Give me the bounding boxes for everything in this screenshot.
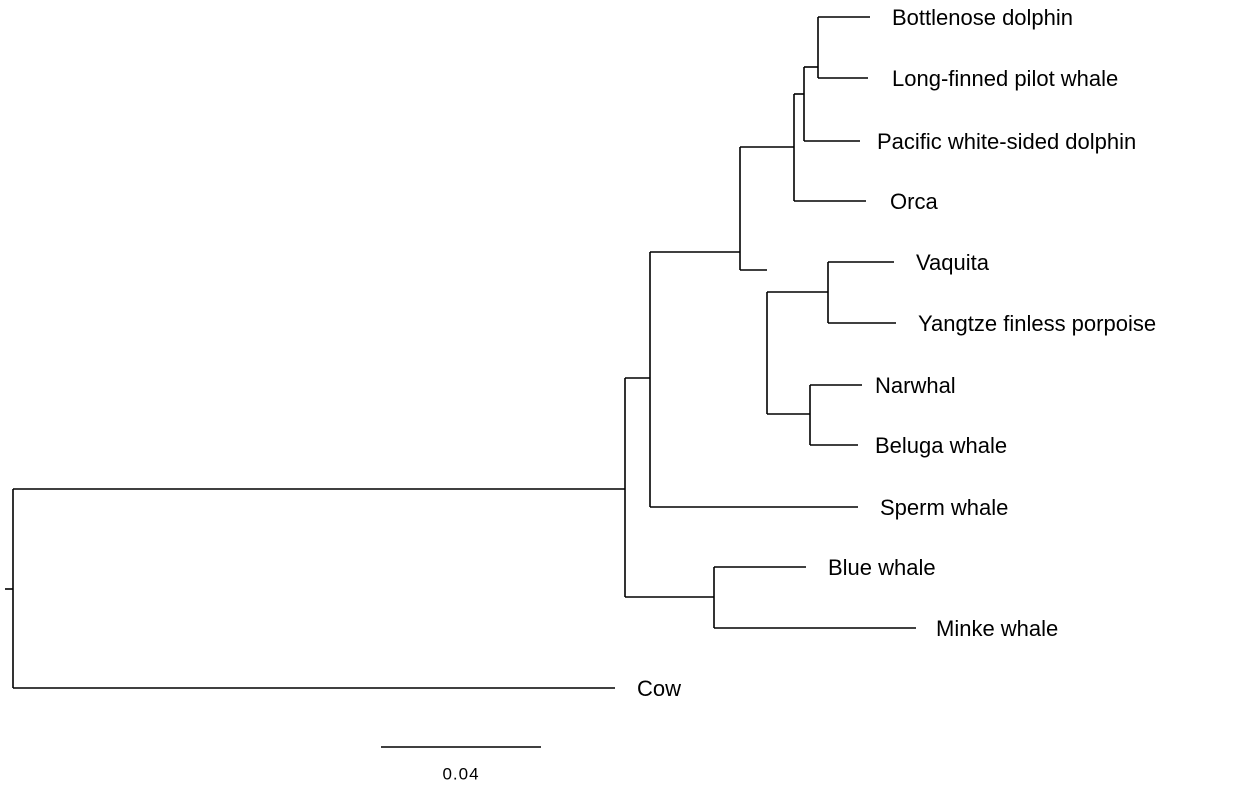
leaf-label: Long-finned pilot whale xyxy=(892,66,1118,91)
leaf-label: Minke whale xyxy=(936,616,1058,641)
leaf-label: Sperm whale xyxy=(880,495,1008,520)
leaf-label: Bottlenose dolphin xyxy=(892,5,1073,30)
leaf-label: Pacific white-sided dolphin xyxy=(877,129,1136,154)
branches xyxy=(5,16,916,748)
leaf-label: Yangtze finless porpoise xyxy=(918,311,1156,336)
scale-label: 0.04 xyxy=(442,764,479,783)
leaf-label: Beluga whale xyxy=(875,433,1007,458)
leaf-label: Cow xyxy=(637,676,681,701)
leaf-label: Orca xyxy=(890,189,938,214)
leaf-label: Narwhal xyxy=(875,373,956,398)
leaf-label: Blue whale xyxy=(828,555,936,580)
leaf-label: Vaquita xyxy=(916,250,990,275)
